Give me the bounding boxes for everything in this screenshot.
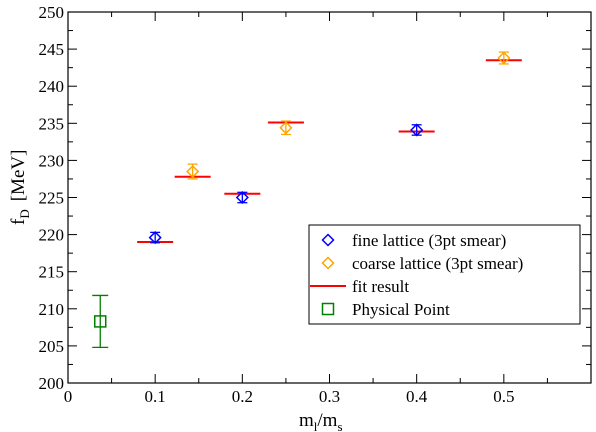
y-label-unit: [MeV] — [8, 150, 29, 202]
y-tick-label: 225 — [39, 189, 65, 208]
y-tick-label: 250 — [39, 3, 65, 22]
x-label-sub-s: s — [337, 419, 342, 432]
y-tick-label: 220 — [39, 226, 65, 245]
x-tick-label: 0 — [64, 387, 73, 406]
legend-label: fine lattice (3pt smear) — [352, 231, 506, 250]
svg-text:fD[MeV]: fD[MeV] — [8, 150, 32, 225]
y-tick-label: 205 — [39, 337, 65, 356]
y-tick-label: 230 — [39, 151, 65, 170]
x-axis-label: ml/ms — [299, 410, 343, 432]
y-tick-label: 245 — [39, 40, 65, 59]
x-tick-label: 0.2 — [232, 387, 253, 406]
y-axis-label: fD[MeV] — [8, 150, 32, 225]
y-tick-label: 200 — [39, 374, 65, 393]
x-tick-label: 0.4 — [406, 387, 428, 406]
y-tick-label: 235 — [39, 114, 65, 133]
plot-frame — [68, 12, 591, 383]
legend-label: fit result — [352, 277, 409, 296]
y-label-sub-d: D — [17, 209, 32, 218]
x-tick-label: 0.3 — [319, 387, 340, 406]
tick-labels: 0 0.1 0.2 0.3 0.4 0.5 200 205 210 215 220 225 230 235… — [39, 3, 515, 406]
x-label-m: m — [299, 410, 314, 431]
svg-text:ml/ms: ml/ms — [299, 410, 343, 432]
axis-ticks — [68, 12, 591, 383]
y-tick-label: 215 — [39, 263, 65, 282]
x-tick-label: 0.5 — [493, 387, 514, 406]
x-label-slash-m: /m — [317, 410, 337, 431]
legend-label: coarse lattice (3pt smear) — [352, 254, 523, 273]
y-tick-label: 210 — [39, 300, 65, 319]
legend: fine lattice (3pt smear) coarse lattice (… — [309, 225, 580, 324]
y-tick-label: 240 — [39, 77, 65, 96]
legend-label: Physical Point — [352, 300, 450, 319]
x-tick-label: 0.1 — [145, 387, 166, 406]
